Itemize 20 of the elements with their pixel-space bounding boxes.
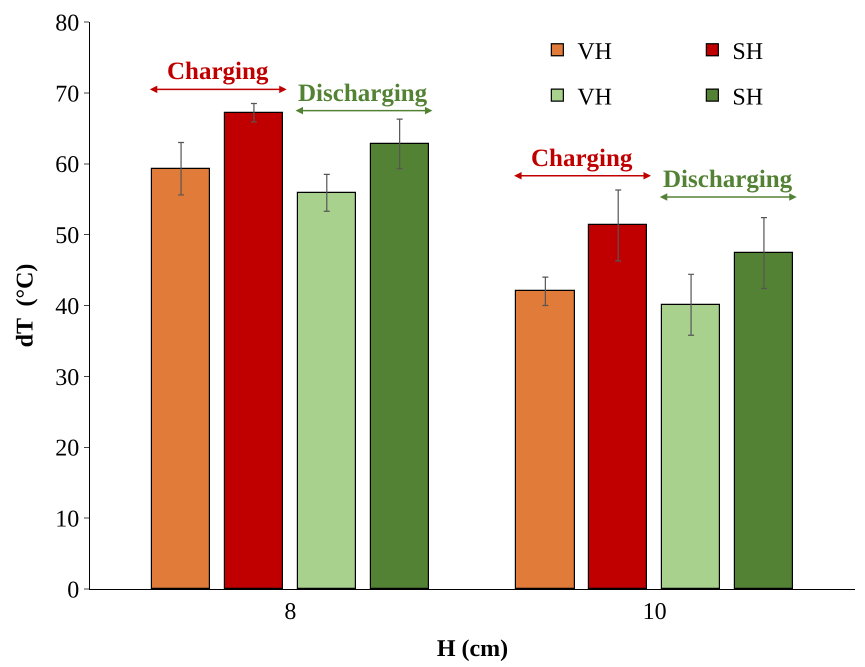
annotation: Discharging	[663, 166, 793, 193]
y-tick-label: 10	[55, 506, 80, 533]
y-tick-label: 30	[55, 364, 80, 391]
legend-label: SH	[732, 39, 764, 66]
x-axis-title: H (cm)	[436, 636, 508, 662]
y-tick-label: 50	[55, 223, 80, 250]
x-tick-label: 8	[284, 598, 296, 625]
y-tick-label: 40	[55, 294, 80, 320]
annotation: Discharging	[298, 80, 428, 107]
legend-label: VH	[577, 84, 612, 110]
y-tick-label: 80	[55, 10, 80, 36]
annotation: Charging	[531, 145, 633, 172]
y-axis-title: dT (°C)	[12, 264, 38, 348]
y-tick-label: 20	[55, 436, 80, 462]
legend-label: VH	[577, 39, 612, 66]
y-tick-label: 60	[55, 152, 80, 178]
y-tick-label: 0	[67, 577, 80, 604]
annotation: Charging	[167, 58, 269, 85]
y-tick-label: 70	[55, 81, 80, 108]
legend-label: SH	[732, 84, 764, 110]
